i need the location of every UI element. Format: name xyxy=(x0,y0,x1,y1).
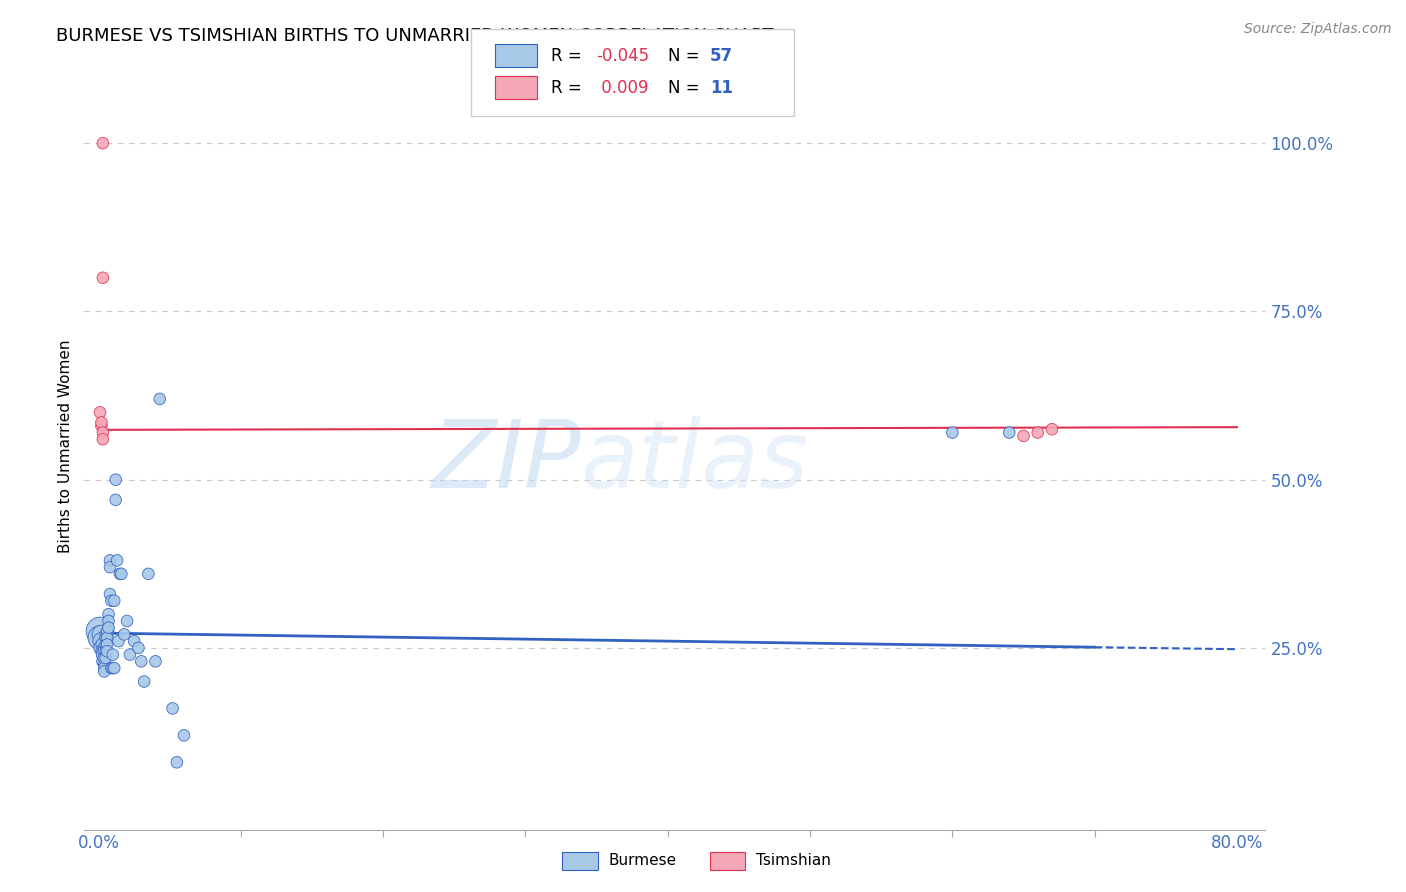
Text: atlas: atlas xyxy=(581,416,808,507)
Point xyxy=(90,640,112,655)
Text: -0.045: -0.045 xyxy=(596,47,650,65)
Point xyxy=(127,640,149,655)
Point xyxy=(134,674,156,689)
Point xyxy=(93,644,115,658)
Point xyxy=(122,634,145,648)
Point xyxy=(129,654,152,668)
Point xyxy=(91,644,114,658)
Point xyxy=(101,661,124,675)
Text: R =: R = xyxy=(551,47,588,65)
Point xyxy=(149,392,172,406)
Point xyxy=(94,638,117,652)
Point xyxy=(110,566,132,581)
Point xyxy=(107,634,129,648)
Point xyxy=(104,492,127,507)
Point xyxy=(103,661,125,675)
Point xyxy=(96,644,118,658)
Point xyxy=(118,648,141,662)
Point xyxy=(173,728,195,742)
Point xyxy=(97,621,120,635)
Text: 11: 11 xyxy=(710,79,733,97)
Point xyxy=(94,627,117,641)
Text: BURMESE VS TSIMSHIAN BIRTHS TO UNMARRIED WOMEN CORRELATION CHART: BURMESE VS TSIMSHIAN BIRTHS TO UNMARRIED… xyxy=(56,27,773,45)
Point xyxy=(90,634,112,648)
Point xyxy=(91,425,114,440)
Point xyxy=(145,654,167,668)
Point xyxy=(100,661,122,675)
Point xyxy=(93,640,115,655)
Point xyxy=(93,661,115,675)
Point xyxy=(94,651,117,665)
Point xyxy=(96,624,118,638)
Point xyxy=(101,648,124,662)
Point xyxy=(91,654,114,668)
Text: Burmese: Burmese xyxy=(609,854,676,868)
Point xyxy=(89,405,111,419)
Point xyxy=(94,644,117,658)
Point xyxy=(97,607,120,622)
Point xyxy=(90,418,112,433)
Text: Tsimshian: Tsimshian xyxy=(756,854,831,868)
Point xyxy=(98,553,121,567)
Point xyxy=(998,425,1021,440)
Point xyxy=(91,270,114,285)
Point xyxy=(100,594,122,608)
Point xyxy=(97,614,120,628)
Point xyxy=(1012,429,1035,443)
Point xyxy=(91,638,114,652)
Point xyxy=(162,701,184,715)
Point xyxy=(96,631,118,645)
Text: 0.009: 0.009 xyxy=(596,79,648,97)
Point xyxy=(1040,422,1063,436)
Point xyxy=(89,624,111,638)
Text: ZIP: ZIP xyxy=(430,416,581,507)
Text: N =: N = xyxy=(668,47,704,65)
Y-axis label: Births to Unmarried Women: Births to Unmarried Women xyxy=(58,339,73,553)
Point xyxy=(90,416,112,430)
Point xyxy=(93,657,115,672)
Text: N =: N = xyxy=(668,79,704,97)
Point xyxy=(93,651,115,665)
Point xyxy=(91,136,114,151)
Point xyxy=(93,665,115,679)
Point xyxy=(115,614,138,628)
Point xyxy=(104,473,127,487)
Point xyxy=(98,560,121,574)
Point xyxy=(103,594,125,608)
Point xyxy=(138,566,160,581)
Point xyxy=(941,425,963,440)
Text: Source: ZipAtlas.com: Source: ZipAtlas.com xyxy=(1244,22,1392,37)
Point xyxy=(89,631,111,645)
Point xyxy=(112,627,135,641)
Point xyxy=(91,648,114,662)
Text: 57: 57 xyxy=(710,47,733,65)
Point xyxy=(90,627,112,641)
Point xyxy=(98,587,121,601)
Point xyxy=(91,432,114,446)
Point xyxy=(108,566,131,581)
Point xyxy=(1026,425,1049,440)
Point xyxy=(96,638,118,652)
Point xyxy=(166,756,188,770)
Point xyxy=(94,631,117,645)
Text: R =: R = xyxy=(551,79,588,97)
Point xyxy=(105,553,128,567)
